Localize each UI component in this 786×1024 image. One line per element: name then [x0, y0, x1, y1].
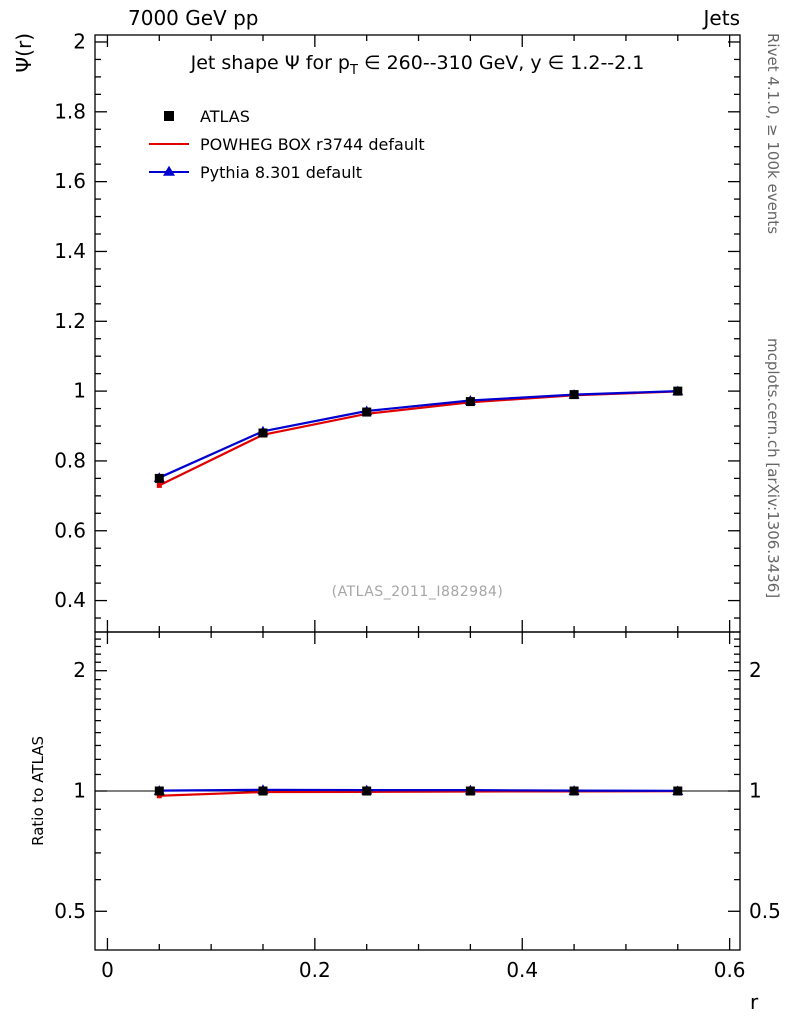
legend-label-powheg: POWHEG BOX r3744 default [200, 134, 425, 154]
beam-energy-label: 7000 GeV pp [128, 6, 259, 30]
svg-text:0.4: 0.4 [54, 588, 86, 612]
svg-text:2: 2 [73, 29, 86, 53]
y-axis-label-top: Ψ(r) [12, 33, 36, 73]
legend-label-pythia: Pythia 8.301 default [200, 162, 363, 182]
rivet-version-note: Rivet 4.1.0, ≥ 100k events [764, 33, 782, 235]
legend-item-pythia: Pythia 8.301 default [148, 158, 425, 186]
legend-label-atlas: ATLAS [200, 106, 250, 126]
atlas-square-marker-icon [148, 111, 190, 121]
legend-item-atlas: ATLAS [148, 102, 425, 130]
svg-text:2: 2 [749, 658, 762, 682]
mcplots-citation-note: mcplots.cern.ch [arXiv:1306.3436] [764, 338, 782, 599]
pythia-line-triangle-marker-icon [148, 165, 190, 176]
svg-text:0.5: 0.5 [54, 899, 86, 923]
svg-text:0.6: 0.6 [714, 958, 746, 982]
powheg-line-marker-icon [148, 143, 190, 145]
legend-item-powheg: POWHEG BOX r3744 default [148, 130, 425, 158]
plot-title-text: Jet shape Ψ for p [190, 52, 350, 74]
svg-text:0.4: 0.4 [506, 958, 538, 982]
top-panel-series [153, 385, 684, 488]
svg-text:0.8: 0.8 [54, 448, 86, 472]
svg-text:1: 1 [73, 779, 86, 803]
svg-text:2: 2 [73, 658, 86, 682]
legend: ATLAS POWHEG BOX r3744 default Pythia 8.… [148, 102, 425, 186]
svg-text:1.8: 1.8 [54, 99, 86, 123]
analysis-group-label: Jets [703, 6, 740, 30]
svg-text:0.5: 0.5 [749, 899, 781, 923]
svg-text:1: 1 [749, 779, 762, 803]
plot-title: Jet shape Ψ for pT ∈ 260--310 GeV, y ∈ 1… [95, 52, 740, 78]
y-axis-label-ratio-wrap: Ratio to ATLAS [28, 632, 48, 950]
svg-text:0: 0 [101, 958, 114, 982]
ratio-panel-series [95, 784, 740, 799]
svg-text:1.4: 1.4 [54, 239, 86, 263]
svg-text:1.6: 1.6 [54, 169, 86, 193]
plot-title-text-post: ∈ 260--310 GeV, y ∈ 1.2--2.1 [357, 52, 645, 74]
svg-text:1.2: 1.2 [54, 309, 86, 333]
analysis-id-watermark: (ATLAS_2011_I882984) [331, 584, 504, 600]
svg-text:0.6: 0.6 [54, 518, 86, 542]
svg-text:1: 1 [73, 379, 86, 403]
svg-text:0.2: 0.2 [299, 958, 331, 982]
x-axis-label: r [750, 990, 759, 1014]
y-axis-label-ratio: Ratio to ATLAS [29, 736, 47, 846]
plot-title-subscript: T [350, 63, 358, 78]
axes-and-ticks: 0 0.2 0.4 0.6 0.4 0.6 0.8 1 1.2 1.4 1.6 1.8 2 0.5 0.5 1… [54, 29, 781, 982]
